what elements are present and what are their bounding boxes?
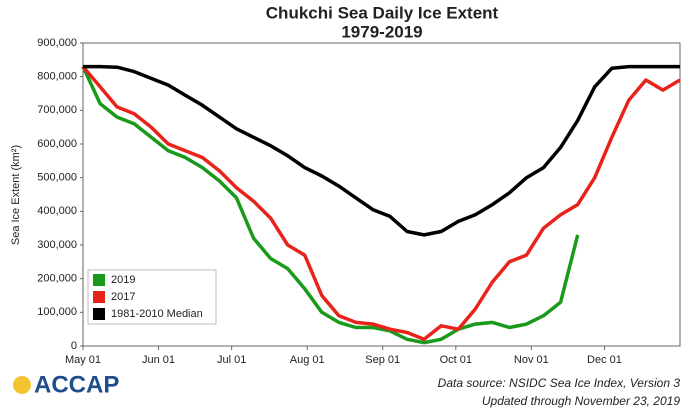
source-note: Data source: NSIDC Sea Ice Index, Versio… xyxy=(438,376,681,390)
chart-subtitle: 1979-2019 xyxy=(341,22,422,41)
x-tick-label: Aug 01 xyxy=(290,354,325,366)
y-tick-label: 500,000 xyxy=(37,172,77,184)
series-line xyxy=(81,65,580,345)
plot-border xyxy=(82,42,681,347)
legend-label: 2019 xyxy=(111,274,135,286)
x-tick-label: Oct 01 xyxy=(440,354,472,366)
y-tick-label: 900,000 xyxy=(37,37,77,49)
legend-label: 1981-2010 Median xyxy=(111,308,203,320)
y-tick-label: 100,000 xyxy=(37,306,77,318)
y-axis-label: Sea Ice Extent (km²) xyxy=(10,145,22,245)
updated-note: Updated through November 23, 2019 xyxy=(482,394,680,408)
x-tick-label: Jul 01 xyxy=(217,354,246,366)
chart-title: Chukchi Sea Daily Ice Extent xyxy=(266,3,499,22)
legend-swatch xyxy=(93,308,105,320)
x-tick-label: Dec 01 xyxy=(587,354,622,366)
legend-swatch xyxy=(93,291,105,303)
legend-swatch xyxy=(93,274,105,286)
x-tick-label: Sep 01 xyxy=(365,354,400,366)
y-tick-label: 800,000 xyxy=(37,71,77,83)
logo-sun xyxy=(13,376,31,394)
y-tick-label: 700,000 xyxy=(37,104,77,116)
y-tick-label: 600,000 xyxy=(37,138,77,150)
logo-text: ACCAP xyxy=(34,371,119,398)
series-line xyxy=(83,64,680,237)
y-tick-label: 200,000 xyxy=(37,273,77,285)
x-tick-label: Jun 01 xyxy=(142,354,175,366)
x-tick-label: Nov 01 xyxy=(514,354,549,366)
series-line xyxy=(81,65,681,342)
y-tick-label: 0 xyxy=(71,340,77,352)
y-tick-label: 400,000 xyxy=(37,205,77,217)
y-tick-label: 300,000 xyxy=(37,239,77,251)
legend-box xyxy=(87,269,217,325)
legend-label: 2017 xyxy=(111,291,135,303)
x-tick-label: May 01 xyxy=(65,354,101,366)
